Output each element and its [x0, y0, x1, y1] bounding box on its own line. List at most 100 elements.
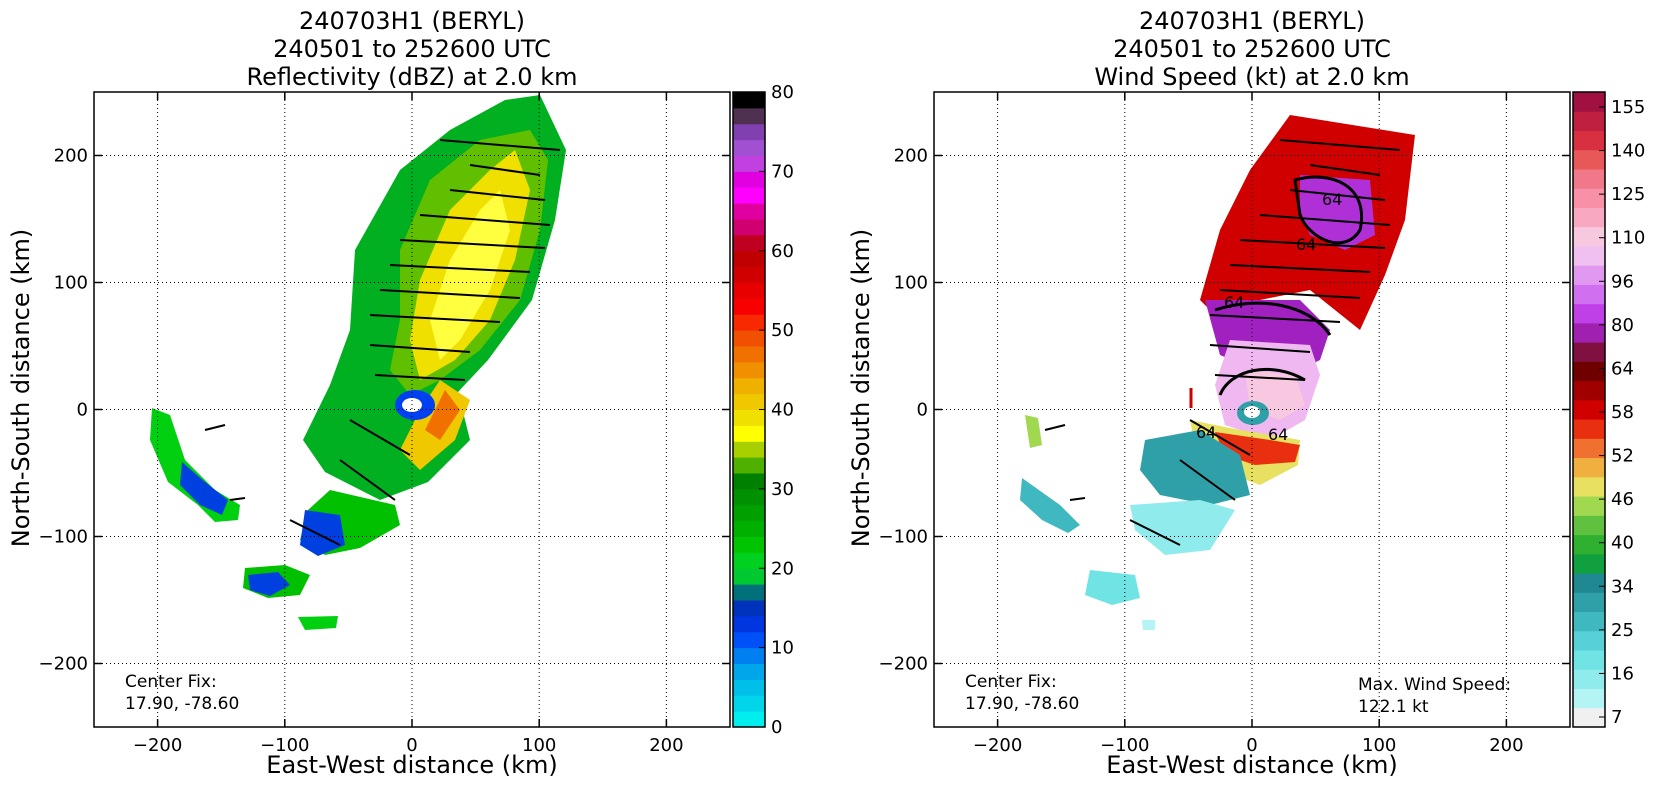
reflectivity-colorbar-swatch — [733, 298, 765, 315]
wind-colorbar-swatch — [1573, 130, 1605, 151]
wind-colorbar-swatch — [1573, 92, 1605, 112]
reflectivity-colorbar-swatch — [733, 92, 765, 109]
reflectivity-colorbar-swatch — [733, 155, 765, 172]
wind-colorbar-tick-label: 52 — [1611, 446, 1634, 467]
wind-colorbar-swatch — [1573, 553, 1605, 574]
wind-colorbar-tick-label: 58 — [1611, 402, 1634, 423]
reflectivity-colorbar-swatch — [733, 615, 765, 633]
wind-colorbar-tick-label: 16 — [1611, 663, 1634, 684]
reflectivity-field — [150, 95, 566, 630]
reflectivity-colorbar-swatch — [733, 631, 765, 649]
wind-colorbar-swatch — [1573, 245, 1605, 266]
reflectivity-y-tick-label: −200 — [39, 654, 88, 675]
reflectivity-colorbar-tick-label: 10 — [771, 638, 794, 659]
wind-colorbar-swatch — [1573, 457, 1605, 478]
reflectivity-colorbar-swatch — [733, 377, 765, 395]
reflectivity-colorbar-tick-label: 40 — [771, 400, 794, 421]
wind-colorbar-swatch — [1573, 707, 1605, 728]
reflectivity-colorbar-swatch — [733, 393, 765, 410]
wind-colorbar-swatch — [1573, 476, 1605, 497]
reflectivity-colorbar-tick-label: 70 — [771, 161, 794, 182]
max-wind-speed-label: Max. Wind Speed: — [1358, 675, 1511, 695]
reflectivity-y-tick-label: −100 — [39, 527, 88, 548]
reflectivity-colorbar-swatch — [733, 139, 765, 156]
reflectivity-colorbar-tick-label: 80 — [771, 82, 794, 103]
reflectivity-y-tick-label: 0 — [77, 400, 88, 421]
reflectivity-colorbar-swatch — [733, 457, 765, 474]
reflectivity-colorbar-swatch — [733, 584, 765, 601]
reflectivity-plot-area: −200 −100 0 100 200 −200 −100 0 100 200 — [39, 91, 731, 756]
reflectivity-colorbar-swatch — [733, 219, 765, 236]
reflectivity-colorbar-swatch — [733, 473, 765, 490]
wind-contour-label: 64 — [1196, 423, 1216, 442]
reflectivity-y-tick-label: 100 — [54, 273, 88, 294]
wind-x-tick-label: −100 — [1100, 735, 1149, 756]
wind-colorbar-tick-label: 155 — [1611, 97, 1645, 118]
reflectivity-colorbar-tick-label: 0 — [771, 717, 782, 738]
reflectivity-colorbar-swatch — [733, 346, 765, 363]
wind-x-tick-label: −200 — [973, 735, 1022, 756]
wind-x-axis-label: East-West distance (km) — [1106, 751, 1397, 779]
wind-colorbar-swatch — [1573, 284, 1605, 305]
wind-y-tick-label: 200 — [894, 146, 928, 167]
wind-colorbar-swatch — [1573, 149, 1605, 170]
reflectivity-y-axis-label: North-South distance (km) — [7, 229, 35, 548]
wind-colorbar-swatch — [1573, 361, 1605, 382]
reflectivity-title-line-1: 240703H1 (BERYL) — [299, 7, 525, 35]
wind-colorbar-swatch — [1573, 188, 1605, 208]
reflectivity-colorbar-swatch — [733, 536, 765, 553]
wind-colorbar-swatch — [1573, 168, 1605, 189]
reflectivity-colorbar-swatch — [733, 266, 765, 283]
wind-colorbar-tick-label: 140 — [1611, 141, 1645, 162]
reflectivity-center-fix-label: Center Fix: — [125, 672, 217, 692]
reflectivity-x-tick-label: 200 — [649, 735, 683, 756]
reflectivity-colorbar-tick-label: 20 — [771, 558, 794, 579]
reflectivity-y-tick-label: 200 — [54, 146, 88, 167]
wind-colorbar-tick-label: 80 — [1611, 315, 1634, 336]
wind-colorbar-swatch — [1573, 515, 1605, 536]
reflectivity-colorbar-swatch — [733, 488, 765, 506]
wind-contour-label: 64 — [1224, 293, 1244, 312]
reflectivity-colorbar-swatch — [733, 203, 765, 220]
reflectivity-title-line-3: Reflectivity (dBZ) at 2.0 km — [247, 63, 578, 91]
reflectivity-x-tick-label: 100 — [522, 735, 556, 756]
reflectivity-colorbar-swatch — [733, 568, 765, 585]
wind-colorbar-tick-label: 64 — [1611, 358, 1634, 379]
wind-colorbar-swatch — [1573, 207, 1605, 228]
reflectivity-colorbar-swatch — [733, 314, 765, 331]
reflectivity-colorbar-swatch — [733, 695, 765, 712]
reflectivity-colorbar-swatch — [733, 679, 765, 696]
reflectivity-colorbar-swatch — [733, 123, 765, 141]
wind-colorbar-swatch — [1573, 342, 1605, 362]
reflectivity-colorbar-swatch — [733, 663, 765, 680]
reflectivity-colorbar-swatch — [733, 425, 765, 442]
reflectivity-colorbar-swatch — [733, 441, 765, 458]
wind-speed-field — [1020, 115, 1415, 630]
reflectivity-colorbar-tick-label: 50 — [771, 320, 794, 341]
wind-colorbar-tick-label: 34 — [1611, 576, 1634, 597]
wind-colorbar-swatch — [1573, 611, 1605, 632]
reflectivity-x-tick-label: −200 — [133, 735, 182, 756]
reflectivity-colorbar-swatch — [733, 282, 765, 299]
wind-colorbar-swatch — [1573, 265, 1605, 285]
wind-64kt-contours — [1214, 175, 1363, 396]
wind-colorbar-swatch — [1573, 688, 1605, 709]
reflectivity-center-fix-value: 17.90, -78.60 — [125, 694, 239, 714]
wind-colorbar-swatch — [1573, 534, 1605, 555]
wind-colorbar-swatch — [1573, 111, 1605, 131]
wind-speed-wind-barbs — [1044, 139, 1401, 546]
wind-x-tick-label: 100 — [1362, 735, 1396, 756]
wind-center-fix-value: 17.90, -78.60 — [965, 694, 1079, 714]
reflectivity-x-axis-label: East-West distance (km) — [266, 751, 557, 779]
wind-colorbar-tick-label: 110 — [1611, 228, 1645, 249]
reflectivity-panel: 240703H1 (BERYL) 240501 to 252600 UTC Re… — [7, 7, 794, 779]
wind-colorbar-tick-label: 7 — [1611, 707, 1622, 728]
wind-speed-plot-area: −200 −100 0 100 200 −200 −100 0 100 200 — [879, 91, 1571, 756]
reflectivity-colorbar-swatch — [733, 171, 765, 188]
wind-x-tick-label: 0 — [1246, 735, 1257, 756]
reflectivity-colorbar-swatch — [733, 504, 765, 522]
wind-colorbar-swatch — [1573, 438, 1605, 459]
wind-colorbar-swatch — [1573, 303, 1605, 324]
reflectivity-colorbar-swatch — [733, 600, 765, 617]
